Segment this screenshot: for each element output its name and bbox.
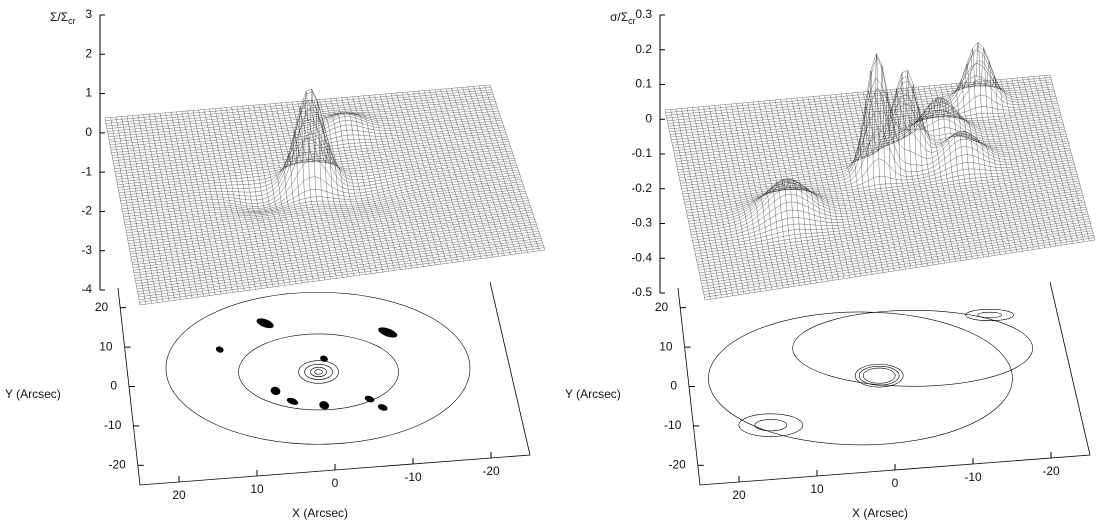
y-tick-label: -20 — [108, 457, 126, 471]
z-tick-label: -4 — [81, 282, 92, 296]
z-tick-label: 0.3 — [635, 7, 652, 21]
x-tick-label: 10 — [810, 482, 824, 496]
y-axis-label: Y (Arcsec) — [5, 387, 61, 401]
x-axis-label: X (Arcsec) — [852, 506, 908, 520]
z-label-main: σ/Σ — [610, 10, 628, 24]
base-box — [118, 282, 530, 485]
critical-curve — [377, 325, 399, 339]
z-label-sub: cr — [628, 16, 636, 26]
contour — [859, 366, 899, 385]
x-tick-label: -20 — [482, 464, 500, 478]
y-tick-label: 0 — [670, 379, 677, 393]
critical-curve — [255, 316, 275, 330]
z-tick-label: -0.4 — [631, 250, 652, 264]
z-label-main: Σ/Σ — [50, 10, 68, 24]
z-tick-label: 0.1 — [635, 77, 652, 91]
x-tick-label: 10 — [250, 482, 264, 496]
z-axis-label: σ/Σcr — [610, 10, 636, 26]
critical-curve — [215, 345, 225, 353]
z-axis-label: Σ/Σcr — [50, 10, 76, 26]
z-tick-label: 3 — [85, 7, 92, 21]
z-tick-label: -0.3 — [631, 216, 652, 230]
y-tick-label: 20 — [655, 300, 669, 314]
critical-curve — [364, 394, 375, 403]
y-tick-label: 20 — [95, 300, 109, 314]
contour — [793, 310, 1033, 386]
z-tick-label: 0 — [645, 111, 652, 125]
contour — [863, 368, 895, 383]
surface-plot: 3210-1-2-3-4Σ/Σcr20100-10-2020100-10-20Y… — [5, 7, 545, 520]
contour — [708, 312, 1012, 445]
z-tick-label: 0.2 — [635, 42, 652, 56]
critical-curve — [269, 385, 281, 396]
critical-curve — [318, 400, 330, 411]
contour — [739, 414, 803, 437]
x-axis-label: X (Arcsec) — [292, 506, 348, 520]
z-tick-label: -2 — [81, 204, 92, 218]
y-axis-label: Y (Arcsec) — [565, 387, 621, 401]
x-tick-label: -10 — [964, 470, 982, 484]
critical-curve — [286, 396, 299, 406]
surface-plot: 0.3 0.2 0.1 0 -0.1 -0.2 -0.3 -0.4 -0.5 σ/Σcr 20 10 0… — [565, 7, 1095, 520]
y-tick-label: 0 — [110, 379, 117, 393]
x-tick-label: 0 — [892, 476, 899, 490]
z-tick-label: -3 — [81, 243, 92, 257]
contour — [855, 364, 903, 387]
y-tick-label: -10 — [104, 418, 122, 432]
z-tick-label: -1 — [81, 164, 92, 178]
y-tick-label: -10 — [664, 418, 682, 432]
z-tick-label: -0.1 — [631, 146, 652, 160]
x-tick-label: -20 — [1042, 464, 1060, 478]
x-tick-label: 20 — [172, 488, 186, 502]
contour — [166, 292, 470, 444]
figure: 3210-1-2-3-4Σ/Σcr20100-10-2020100-10-20Y… — [0, 0, 1099, 521]
x-tick-label: 20 — [732, 488, 746, 502]
contour — [311, 367, 327, 377]
contour — [239, 334, 399, 410]
z-tick-label: 2 — [85, 46, 92, 60]
z-tick-label: 1 — [85, 86, 92, 100]
y-tick-label: 10 — [99, 339, 113, 353]
x-tick-label: -10 — [404, 470, 422, 484]
contour — [315, 370, 323, 375]
x-tick-label: 0 — [332, 476, 339, 490]
z-tick-label: -0.5 — [631, 285, 652, 299]
contour — [755, 419, 787, 430]
z-tick-label: -0.2 — [631, 181, 652, 195]
contour — [305, 364, 333, 379]
critical-curve — [377, 403, 388, 412]
y-tick-label: -20 — [668, 457, 686, 471]
z-tick-label: 0 — [85, 125, 92, 139]
y-tick-label: 10 — [659, 339, 673, 353]
z-label-sub: cr — [68, 16, 76, 26]
